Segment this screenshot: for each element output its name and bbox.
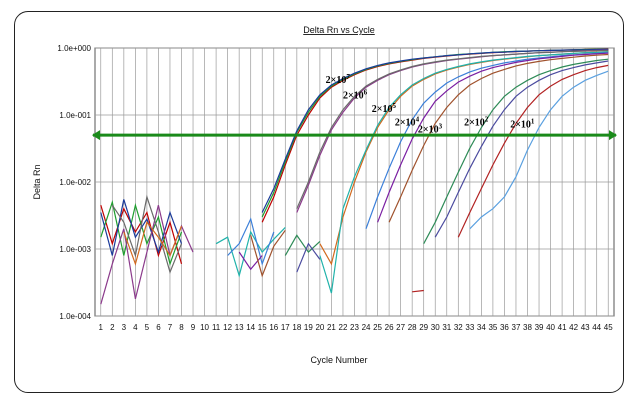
- x-axis-label: Cycle Number: [310, 355, 367, 365]
- x-tick-label: 6: [156, 323, 161, 332]
- x-tick-label: 45: [604, 323, 613, 332]
- x-tick-label: 34: [477, 323, 486, 332]
- x-tick-label: 33: [465, 323, 474, 332]
- x-tick-label: 14: [246, 323, 255, 332]
- series-line: [434, 60, 609, 238]
- x-axis-ticks: 1 2 3 4 5 6 7 8 9 10 11 12 13 14 15 16 17 18 19 20 21 22 23 24 2…: [99, 323, 614, 332]
- chart-title: Delta Rn vs Cycle: [303, 25, 375, 35]
- x-tick-label: 29: [419, 323, 428, 332]
- x-tick-label: 22: [339, 323, 348, 332]
- y-axis-label: Delta Rn: [32, 164, 42, 199]
- x-tick-label: 23: [350, 323, 359, 332]
- series-line: [250, 229, 286, 278]
- series-line: [100, 205, 183, 265]
- dilution-annotation: 2×104: [395, 115, 420, 128]
- x-tick-label: 32: [454, 323, 463, 332]
- series-line: [215, 226, 286, 278]
- x-tick-label: 18: [292, 323, 301, 332]
- y-tick-label: 1.0e+000: [57, 44, 91, 53]
- dilution-annotation: 2×106: [343, 89, 368, 102]
- x-tick-label: 21: [327, 323, 336, 332]
- series-line: [388, 53, 609, 223]
- x-tick-label: 38: [523, 323, 532, 332]
- x-tick-label: 40: [546, 323, 555, 332]
- x-tick-label: 11: [212, 323, 221, 332]
- y-tick-label: 1.0e-003: [59, 245, 91, 254]
- x-tick-label: 44: [592, 323, 601, 332]
- x-tick-label: 30: [431, 323, 440, 332]
- x-tick-label: 25: [373, 323, 382, 332]
- x-tick-label: 37: [512, 323, 521, 332]
- dilution-annotation: 2×101: [510, 118, 535, 131]
- x-tick-label: 28: [408, 323, 417, 332]
- x-tick-label: 2: [110, 323, 115, 332]
- series-line: [111, 194, 183, 275]
- x-tick-label: 10: [200, 323, 209, 332]
- x-tick-label: 5: [145, 323, 150, 332]
- threshold-layer: [92, 130, 617, 141]
- x-tick-label: 19: [304, 323, 313, 332]
- threshold-right-arrow: [609, 130, 617, 141]
- x-tick-label: 9: [191, 323, 196, 332]
- x-tick-label: 35: [488, 323, 497, 332]
- dilution-annotation: 2×103: [418, 122, 443, 135]
- threshold-left-arrow: [92, 130, 100, 141]
- x-tick-label: 20: [315, 323, 324, 332]
- series-line: [469, 70, 609, 230]
- x-tick-label: 16: [269, 323, 278, 332]
- x-tick-label: 8: [179, 323, 184, 332]
- series-line: [123, 220, 183, 266]
- x-tick-label: 17: [281, 323, 290, 332]
- series-line: [377, 52, 609, 223]
- x-tick-label: 42: [569, 323, 578, 332]
- x-tick-label: 12: [223, 323, 232, 332]
- series-layer: [100, 48, 609, 305]
- series-line: [319, 51, 609, 294]
- x-tick-label: 39: [535, 323, 544, 332]
- x-tick-label: 36: [500, 323, 509, 332]
- x-tick-label: 41: [558, 323, 567, 332]
- x-tick-label: 13: [235, 323, 244, 332]
- series-line: [296, 242, 321, 273]
- x-tick-label: 15: [258, 323, 267, 332]
- x-tick-label: 24: [362, 323, 371, 332]
- y-tick-label: 1.0e-002: [59, 178, 91, 187]
- y-tick-label: 1.0e-001: [59, 111, 91, 120]
- series-line: [457, 64, 609, 238]
- series-line: [412, 289, 424, 293]
- x-tick-label: 7: [168, 323, 173, 332]
- y-axis-ticks: 1.0e+000 1.0e-001 1.0e-002 1.0e-003 1.0e-004: [57, 44, 91, 321]
- chart: Delta Rn vs Cycle 2×1072×1062×1052×1042×…: [32, 25, 617, 365]
- x-tick-label: 31: [442, 323, 451, 332]
- x-tick-label: 43: [581, 323, 590, 332]
- x-tick-label: 3: [122, 323, 127, 332]
- x-tick-label: 26: [385, 323, 394, 332]
- series-line: [261, 48, 609, 213]
- x-tick-label: 1: [99, 323, 104, 332]
- dilution-annotation: 2×102: [464, 115, 489, 128]
- series-line: [296, 49, 609, 209]
- series-line: [423, 58, 609, 244]
- series-line: [227, 217, 275, 266]
- dilution-annotation: 2×105: [372, 102, 397, 115]
- series-line: [284, 234, 321, 256]
- y-tick-label: 1.0e-004: [59, 312, 91, 321]
- x-tick-label: 4: [133, 323, 138, 332]
- x-tick-label: 27: [396, 323, 405, 332]
- dilution-annotation: 2×107: [326, 73, 351, 86]
